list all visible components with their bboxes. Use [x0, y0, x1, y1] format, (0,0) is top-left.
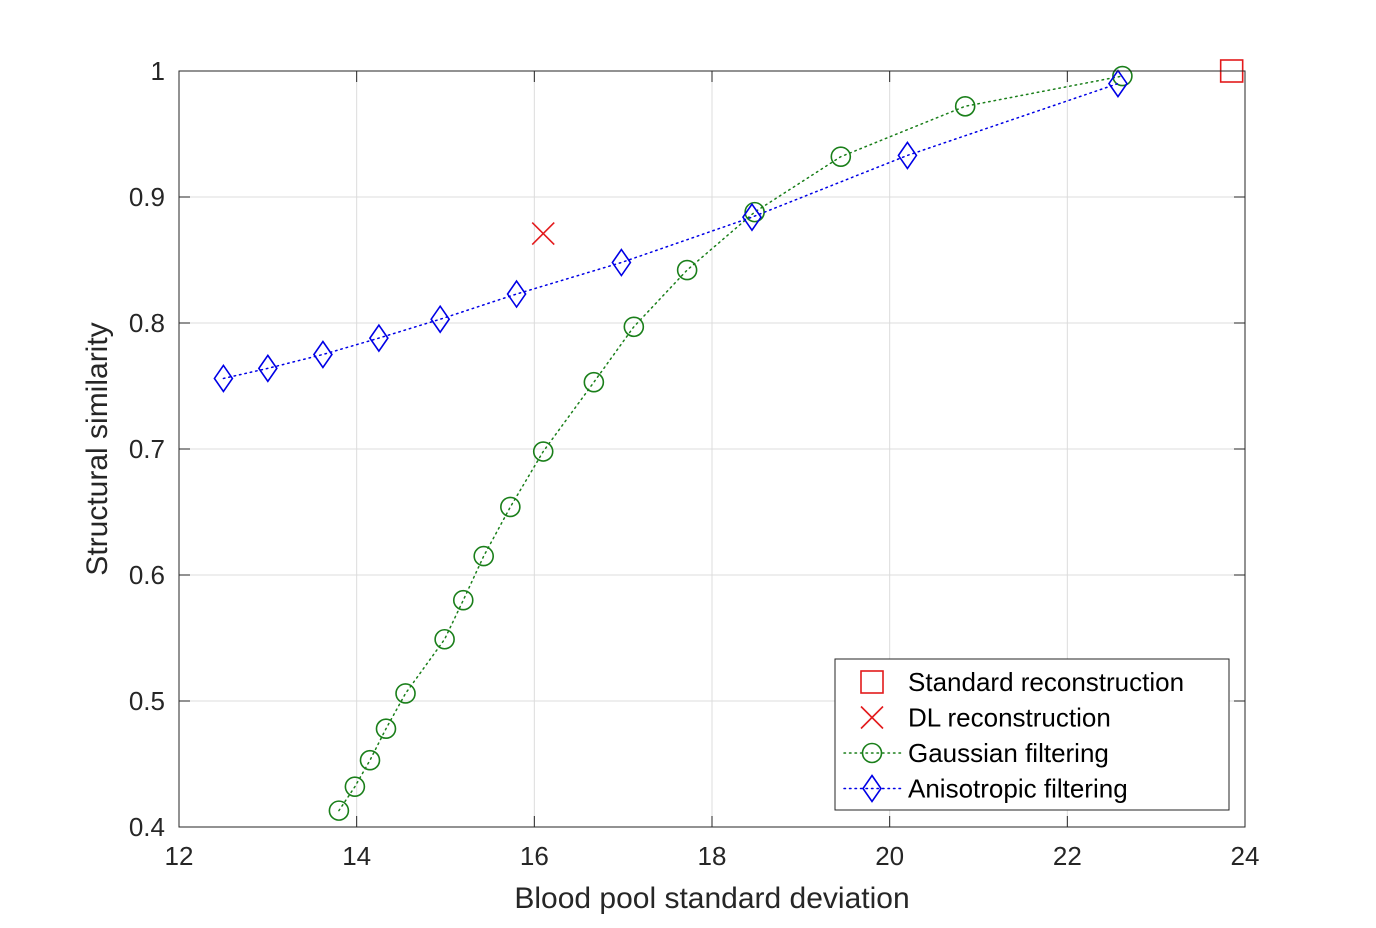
series-anisotropic-filtering [213, 69, 1128, 393]
circle-marker-gaussian-filtering [473, 545, 494, 567]
diamond-marker-anisotropic-filtering [897, 141, 918, 170]
circle-marker-gaussian-filtering [954, 95, 976, 117]
y-tick-label: 0.6 [129, 560, 165, 590]
y-tick-label: 0.8 [129, 308, 165, 338]
legend: Standard reconstruction DL reconstruction… [834, 658, 1230, 811]
x-tick-label: 20 [875, 841, 904, 871]
circle-marker-gaussian-filtering [830, 146, 852, 167]
x-tick-label: 24 [1231, 841, 1260, 871]
y-tick-label: 0.7 [129, 434, 165, 464]
circle-marker-gaussian-filtering [328, 800, 350, 821]
diamond-marker-anisotropic-filtering [506, 279, 527, 309]
circle-marker-gaussian-filtering [434, 628, 455, 650]
legend-box [834, 658, 1230, 811]
legend-label-anisotropic-filtering: Anisotropic filtering [908, 774, 1128, 804]
circle-marker-gaussian-filtering [395, 683, 416, 704]
circle-marker-gaussian-filtering [1112, 65, 1133, 87]
circle-marker-gaussian-filtering [623, 316, 645, 338]
circle-marker-gaussian-filtering [452, 589, 474, 611]
circle-marker-gaussian-filtering [359, 749, 381, 771]
circle-marker-gaussian-filtering [344, 776, 366, 797]
x-tick-label: 16 [520, 841, 549, 871]
axis-ticks: 12 14 16 18 20 22 24 0.4 0.5 0.6 0.7 0.8 0.9 1 [129, 56, 1260, 871]
y-tick-label: 0.5 [129, 686, 165, 716]
x-marker-stroke [860, 705, 884, 730]
circle-marker-gaussian-filtering [532, 441, 554, 462]
diamond-marker-anisotropic-filtering [213, 364, 234, 393]
diamond-marker-anisotropic-filtering [742, 202, 762, 232]
series-gaussian-filtering [328, 65, 1133, 821]
circle-marker-gaussian-filtering [500, 496, 521, 518]
series-line-gaussian-filtering [338, 75, 1124, 812]
diamond-marker-anisotropic-filtering [368, 323, 389, 353]
y-tick-label: 0.9 [129, 182, 165, 212]
plot-series [213, 59, 1244, 821]
x-marker-dl-reconstruction [531, 221, 555, 246]
x-marker-stroke [531, 221, 555, 246]
y-tick-label: 0.4 [129, 812, 165, 842]
diamond-marker-anisotropic-filtering [611, 248, 632, 277]
series-dl-reconstruction [531, 221, 555, 246]
circle-marker-gaussian-filtering [676, 259, 698, 281]
legend-label-gaussian-filtering: Gaussian filtering [908, 738, 1109, 768]
x-tick-label: 12 [165, 841, 194, 871]
y-axis-label: Structural similarity [81, 322, 114, 575]
legend-marker-anisotropic-filtering [862, 774, 882, 803]
diamond-marker-anisotropic-filtering [430, 304, 451, 334]
x-tick-label: 18 [698, 841, 727, 871]
legend-marker-dl-reconstruction [860, 705, 884, 730]
series-line-anisotropic-filtering [222, 82, 1119, 380]
legend-marker-gaussian-filtering [861, 742, 883, 764]
x-axis-label: Blood pool standard deviation [514, 882, 909, 915]
circle-marker-gaussian-filtering [583, 371, 605, 393]
legend-label-dl-reconstruction: DL reconstruction [908, 703, 1111, 733]
y-tick-label: 1 [151, 56, 165, 86]
x-tick-label: 22 [1053, 841, 1082, 871]
x-tick-label: 14 [342, 841, 371, 871]
legend-label-standard-reconstruction: Standard reconstruction [908, 667, 1184, 697]
diamond-marker-anisotropic-filtering [1107, 69, 1128, 99]
diamond-marker-anisotropic-filtering [257, 353, 278, 383]
legend-marker-standard-reconstruction [860, 670, 884, 694]
circle-marker-gaussian-filtering [375, 718, 397, 740]
diamond-marker-anisotropic-filtering [312, 340, 333, 369]
